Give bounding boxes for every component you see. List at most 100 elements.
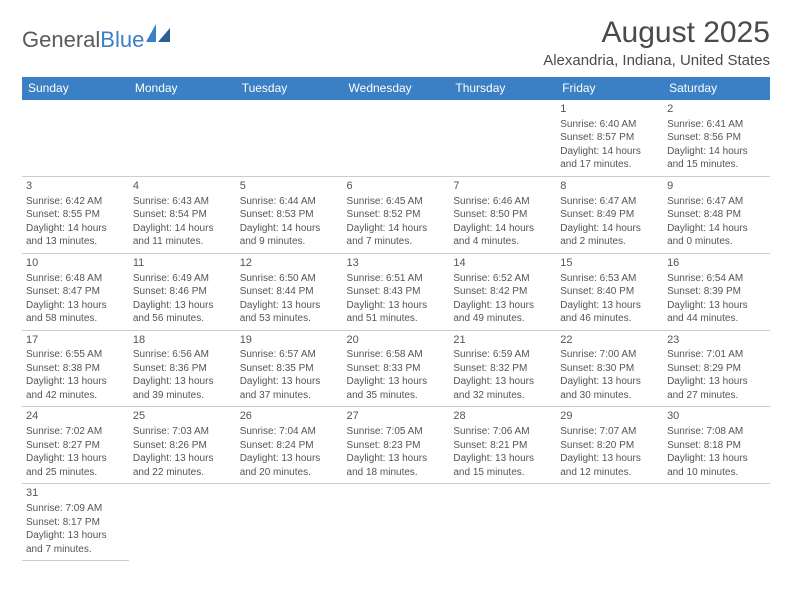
- calendar-day-cell: 16Sunrise: 6:54 AMSunset: 8:39 PMDayligh…: [663, 253, 770, 330]
- page-header: GeneralBlue August 2025 Alexandria, Indi…: [22, 16, 770, 69]
- sunrise-text: Sunrise: 6:45 AM: [347, 195, 446, 209]
- sunset-text: Sunset: 8:36 PM: [133, 362, 232, 376]
- sunset-text: Sunset: 8:33 PM: [347, 362, 446, 376]
- daylight-text: and 58 minutes.: [26, 312, 125, 326]
- calendar-day-cell: [449, 100, 556, 177]
- daylight-text: Daylight: 14 hours: [240, 222, 339, 236]
- day-number: 24: [26, 409, 125, 424]
- sunrise-text: Sunrise: 7:06 AM: [453, 425, 552, 439]
- calendar-day-cell: 8Sunrise: 6:47 AMSunset: 8:49 PMDaylight…: [556, 176, 663, 253]
- daylight-text: Daylight: 13 hours: [133, 299, 232, 313]
- daylight-text: and 10 minutes.: [667, 466, 766, 480]
- sunset-text: Sunset: 8:42 PM: [453, 285, 552, 299]
- day-number: 7: [453, 179, 552, 194]
- day-number: 18: [133, 333, 232, 348]
- sunset-text: Sunset: 8:56 PM: [667, 131, 766, 145]
- sunrise-text: Sunrise: 6:50 AM: [240, 272, 339, 286]
- daylight-text: and 2 minutes.: [560, 235, 659, 249]
- daylight-text: and 7 minutes.: [347, 235, 446, 249]
- sunset-text: Sunset: 8:53 PM: [240, 208, 339, 222]
- calendar-day-cell: 1Sunrise: 6:40 AMSunset: 8:57 PMDaylight…: [556, 100, 663, 177]
- day-number: 15: [560, 256, 659, 271]
- day-number: 29: [560, 409, 659, 424]
- sunset-text: Sunset: 8:54 PM: [133, 208, 232, 222]
- sunset-text: Sunset: 8:23 PM: [347, 439, 446, 453]
- daylight-text: Daylight: 14 hours: [560, 145, 659, 159]
- day-number: 11: [133, 256, 232, 271]
- day-header: Sunday: [22, 77, 129, 100]
- day-number: 1: [560, 102, 659, 117]
- sunset-text: Sunset: 8:35 PM: [240, 362, 339, 376]
- daylight-text: Daylight: 13 hours: [347, 375, 446, 389]
- day-number: 2: [667, 102, 766, 117]
- day-header: Monday: [129, 77, 236, 100]
- sunrise-text: Sunrise: 7:00 AM: [560, 348, 659, 362]
- daylight-text: and 18 minutes.: [347, 466, 446, 480]
- daylight-text: Daylight: 13 hours: [667, 452, 766, 466]
- sunrise-text: Sunrise: 6:46 AM: [453, 195, 552, 209]
- day-header: Tuesday: [236, 77, 343, 100]
- daylight-text: and 32 minutes.: [453, 389, 552, 403]
- daylight-text: Daylight: 13 hours: [240, 452, 339, 466]
- sunset-text: Sunset: 8:39 PM: [667, 285, 766, 299]
- sunrise-text: Sunrise: 6:43 AM: [133, 195, 232, 209]
- calendar-day-cell: 17Sunrise: 6:55 AMSunset: 8:38 PMDayligh…: [22, 330, 129, 407]
- sunset-text: Sunset: 8:49 PM: [560, 208, 659, 222]
- calendar-day-cell: 10Sunrise: 6:48 AMSunset: 8:47 PMDayligh…: [22, 253, 129, 330]
- calendar-day-cell: 4Sunrise: 6:43 AMSunset: 8:54 PMDaylight…: [129, 176, 236, 253]
- calendar-day-cell: [343, 100, 450, 177]
- daylight-text: and 15 minutes.: [453, 466, 552, 480]
- calendar-day-cell: 18Sunrise: 6:56 AMSunset: 8:36 PMDayligh…: [129, 330, 236, 407]
- calendar-day-cell: 23Sunrise: 7:01 AMSunset: 8:29 PMDayligh…: [663, 330, 770, 407]
- sunset-text: Sunset: 8:46 PM: [133, 285, 232, 299]
- day-number: 17: [26, 333, 125, 348]
- daylight-text: and 13 minutes.: [26, 235, 125, 249]
- daylight-text: and 15 minutes.: [667, 158, 766, 172]
- calendar-day-cell: [343, 484, 450, 561]
- logo-text-blue: Blue: [100, 27, 144, 53]
- daylight-text: and 4 minutes.: [453, 235, 552, 249]
- sunset-text: Sunset: 8:44 PM: [240, 285, 339, 299]
- daylight-text: Daylight: 13 hours: [560, 299, 659, 313]
- day-number: 25: [133, 409, 232, 424]
- daylight-text: and 7 minutes.: [26, 543, 125, 557]
- day-number: 20: [347, 333, 446, 348]
- sunrise-text: Sunrise: 7:09 AM: [26, 502, 125, 516]
- day-number: 4: [133, 179, 232, 194]
- day-number: 9: [667, 179, 766, 194]
- calendar-day-cell: [449, 484, 556, 561]
- calendar-day-cell: 9Sunrise: 6:47 AMSunset: 8:48 PMDaylight…: [663, 176, 770, 253]
- calendar-day-cell: 26Sunrise: 7:04 AMSunset: 8:24 PMDayligh…: [236, 407, 343, 484]
- sunset-text: Sunset: 8:18 PM: [667, 439, 766, 453]
- sunrise-text: Sunrise: 6:47 AM: [667, 195, 766, 209]
- day-header: Thursday: [449, 77, 556, 100]
- sail-icon: [146, 24, 170, 42]
- day-number: 16: [667, 256, 766, 271]
- calendar-table: SundayMondayTuesdayWednesdayThursdayFrid…: [22, 77, 770, 561]
- day-number: 14: [453, 256, 552, 271]
- sunset-text: Sunset: 8:17 PM: [26, 516, 125, 530]
- sunset-text: Sunset: 8:47 PM: [26, 285, 125, 299]
- sunset-text: Sunset: 8:52 PM: [347, 208, 446, 222]
- daylight-text: Daylight: 14 hours: [667, 222, 766, 236]
- daylight-text: and 51 minutes.: [347, 312, 446, 326]
- day-header-row: SundayMondayTuesdayWednesdayThursdayFrid…: [22, 77, 770, 100]
- daylight-text: and 17 minutes.: [560, 158, 659, 172]
- sunrise-text: Sunrise: 6:56 AM: [133, 348, 232, 362]
- logo-text-general: General: [22, 27, 100, 53]
- calendar-day-cell: 3Sunrise: 6:42 AMSunset: 8:55 PMDaylight…: [22, 176, 129, 253]
- daylight-text: and 49 minutes.: [453, 312, 552, 326]
- day-number: 22: [560, 333, 659, 348]
- day-number: 3: [26, 179, 125, 194]
- calendar-day-cell: [556, 484, 663, 561]
- calendar-week-row: 31Sunrise: 7:09 AMSunset: 8:17 PMDayligh…: [22, 484, 770, 561]
- calendar-day-cell: 13Sunrise: 6:51 AMSunset: 8:43 PMDayligh…: [343, 253, 450, 330]
- daylight-text: Daylight: 13 hours: [453, 299, 552, 313]
- calendar-day-cell: 5Sunrise: 6:44 AMSunset: 8:53 PMDaylight…: [236, 176, 343, 253]
- calendar-day-cell: [129, 484, 236, 561]
- daylight-text: Daylight: 14 hours: [26, 222, 125, 236]
- daylight-text: Daylight: 14 hours: [347, 222, 446, 236]
- sunrise-text: Sunrise: 6:44 AM: [240, 195, 339, 209]
- daylight-text: and 39 minutes.: [133, 389, 232, 403]
- sunset-text: Sunset: 8:43 PM: [347, 285, 446, 299]
